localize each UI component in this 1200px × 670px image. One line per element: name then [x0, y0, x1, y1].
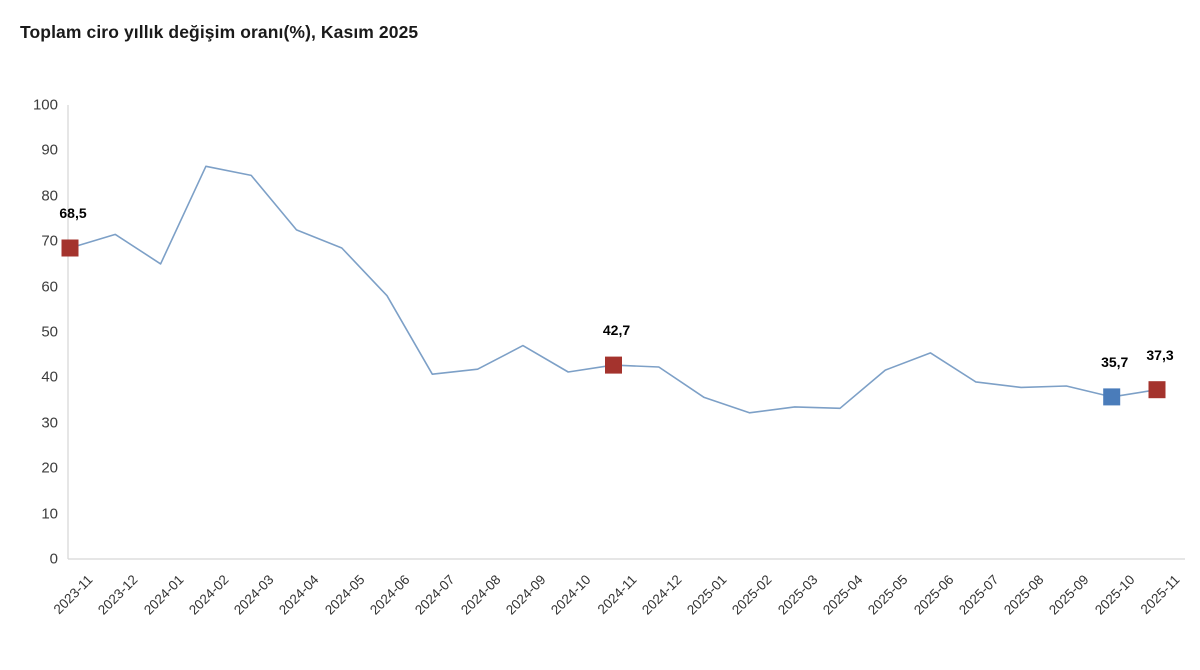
- y-axis-tick-label: 10: [41, 505, 58, 523]
- data-point-marker-2023-11[interactable]: [61, 239, 79, 257]
- data-point-marker-2024-11[interactable]: [605, 356, 622, 374]
- y-axis-tick-label: 70: [41, 232, 58, 250]
- data-point-label-2025-10: 35,7: [1101, 353, 1129, 370]
- y-axis-tick-label: 30: [41, 414, 58, 432]
- y-axis-tick-label: 80: [41, 187, 58, 205]
- y-axis-tick-label: 20: [41, 459, 58, 477]
- y-axis-tick-label: 90: [41, 141, 58, 159]
- y-axis-tick-label: 0: [49, 550, 58, 568]
- data-point-marker-2025-10[interactable]: [1103, 388, 1121, 406]
- y-axis-tick-label: 60: [41, 278, 58, 296]
- data-point-label-2025-11: 37,3: [1146, 346, 1174, 363]
- series-line: [69, 165, 1158, 414]
- y-axis-tick-label: 100: [32, 96, 58, 114]
- chart-title: Toplam ciro yıllık değişim oranı(%), Kas…: [20, 22, 419, 42]
- data-point-marker-2025-11[interactable]: [1148, 381, 1166, 399]
- data-point-label-2024-11: 42,7: [602, 322, 631, 339]
- y-axis-tick-label: 50: [41, 323, 58, 341]
- y-axis-tick-label: 40: [41, 368, 58, 386]
- data-point-label-2023-11: 68,5: [59, 205, 87, 221]
